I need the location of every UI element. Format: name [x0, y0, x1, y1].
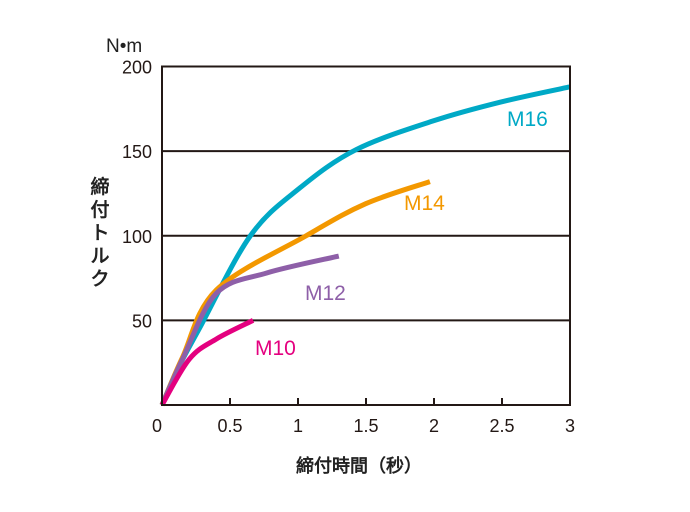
x-axis-label: 締付時間（秒）	[296, 456, 422, 477]
y-tick-label: 100	[122, 227, 152, 247]
series-label-m12: M12	[305, 282, 346, 305]
series-line-m16	[159, 84, 571, 407]
y-tick-label: 50	[132, 311, 152, 331]
y-tick-label: 150	[122, 142, 152, 162]
x-tick-label: 0	[152, 416, 162, 436]
y-unit-label: N•m	[106, 36, 143, 57]
series-line-m14	[159, 179, 431, 406]
series-label-m10: M10	[255, 337, 296, 360]
x-tick-label: 3	[565, 416, 575, 436]
y-tick-label: 200	[122, 58, 152, 78]
x-tick-label: 2.5	[489, 416, 514, 436]
y-axis-label: 締付トルク	[90, 176, 110, 290]
x-tick-label: 1.5	[353, 416, 378, 436]
plot-frame	[161, 65, 571, 406]
series-line-m10	[159, 318, 255, 407]
series-label-m16: M16	[507, 108, 548, 131]
x-tick-label: 0.5	[217, 416, 242, 436]
series-label-m14: M14	[404, 192, 445, 215]
x-tick-label: 1	[293, 416, 303, 436]
series-line-m12	[159, 253, 340, 407]
x-tick-label: 2	[429, 416, 439, 436]
